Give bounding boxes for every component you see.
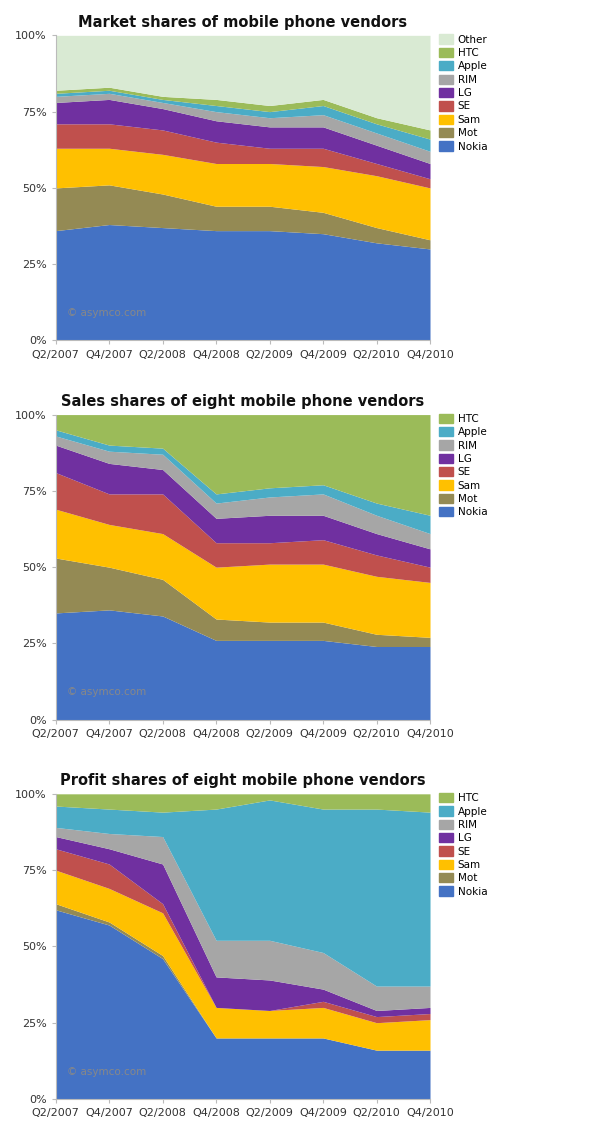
Text: © asymco.com: © asymco.com <box>67 1066 146 1076</box>
Legend: Other, HTC, Apple, RIM, LG, SE, Sam, Mot, Nokia: Other, HTC, Apple, RIM, LG, SE, Sam, Mot… <box>439 34 488 152</box>
Title: Profit shares of eight mobile phone vendors: Profit shares of eight mobile phone vend… <box>60 774 426 789</box>
Legend: HTC, Apple, RIM, LG, SE, Sam, Mot, Nokia: HTC, Apple, RIM, LG, SE, Sam, Mot, Nokia <box>439 793 488 896</box>
Title: Sales shares of eight mobile phone vendors: Sales shares of eight mobile phone vendo… <box>61 394 424 409</box>
Title: Market shares of mobile phone vendors: Market shares of mobile phone vendors <box>78 15 408 29</box>
Text: © asymco.com: © asymco.com <box>67 688 146 697</box>
Legend: HTC, Apple, RIM, LG, SE, Sam, Mot, Nokia: HTC, Apple, RIM, LG, SE, Sam, Mot, Nokia <box>439 414 488 518</box>
Text: © asymco.com: © asymco.com <box>67 308 146 318</box>
